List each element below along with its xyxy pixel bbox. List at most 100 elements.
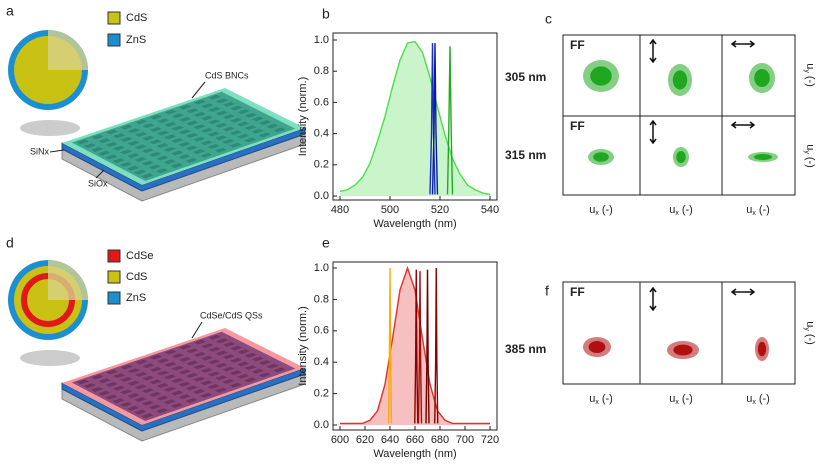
nanostructure xyxy=(223,102,236,107)
nanostructure xyxy=(244,125,257,131)
nanostructure xyxy=(251,356,264,362)
axis-subscript: y xyxy=(803,150,810,154)
nanostructure xyxy=(127,140,140,146)
y-tick-label: 0.4 xyxy=(314,128,329,140)
nanostructure xyxy=(157,118,170,124)
nanostructure xyxy=(178,369,191,375)
axis-unit: (-) xyxy=(759,204,770,216)
nanostructure xyxy=(222,366,235,372)
nanostructure xyxy=(208,347,221,352)
nanostructure xyxy=(193,352,206,357)
nanostructure xyxy=(105,141,118,147)
leader xyxy=(191,321,203,339)
panel-label: f xyxy=(545,283,549,299)
nanostructure xyxy=(142,135,155,141)
axis-label: uy (-) xyxy=(803,321,816,345)
polarization-arrow xyxy=(649,38,657,64)
nanostructure xyxy=(237,121,250,127)
nanostructure xyxy=(207,144,220,149)
axis-subscript: y xyxy=(803,69,810,73)
axis-symbol: u xyxy=(746,204,752,216)
nanostructure xyxy=(207,131,220,137)
spectrum-line xyxy=(425,269,430,424)
nanostructure xyxy=(127,153,140,159)
leader xyxy=(191,81,206,99)
layer-label: SiNx xyxy=(30,146,50,156)
x-tick-label: 720 xyxy=(481,434,499,446)
nanostructure xyxy=(237,109,250,115)
nanostructure xyxy=(200,140,213,146)
axis-subscript: x xyxy=(675,399,679,406)
nanostructure xyxy=(134,169,147,175)
axis-label: ux (-) xyxy=(589,204,613,217)
legend-text: ZnS xyxy=(126,34,146,46)
y-tick-label: 1.0 xyxy=(314,262,329,274)
nanostructure xyxy=(193,99,207,105)
nanostructure xyxy=(200,368,213,373)
nanostructure xyxy=(170,150,184,156)
nanostructure xyxy=(135,359,148,365)
axis-unit: (-) xyxy=(602,393,613,405)
nanostructure xyxy=(171,365,184,371)
far-field-spot xyxy=(673,344,693,356)
legend-text: ZnS xyxy=(126,292,146,304)
axis-unit: (-) xyxy=(682,393,693,405)
nanostructure xyxy=(222,138,235,144)
nanostructure xyxy=(208,359,221,365)
nanostructure xyxy=(251,116,264,122)
nanostructure xyxy=(171,138,184,143)
nanostructure xyxy=(185,373,199,378)
nanostructure xyxy=(171,353,184,359)
nanostructure xyxy=(193,112,206,117)
sphere-cut xyxy=(48,30,88,70)
nanostructure xyxy=(200,128,213,133)
polarization-arrow xyxy=(730,121,756,129)
nanostructure xyxy=(171,125,184,131)
nanostructure xyxy=(135,119,148,125)
nanostructure xyxy=(164,109,177,115)
nanostructure xyxy=(141,148,155,154)
axis-subscript: x xyxy=(595,399,599,406)
axis-symbol: u xyxy=(804,321,816,327)
ff-label: FF xyxy=(570,119,585,133)
nanostructure xyxy=(149,139,162,145)
nanostructure xyxy=(163,386,176,392)
nanostructure xyxy=(244,112,257,118)
nanostructure xyxy=(193,124,206,130)
nanostructure xyxy=(215,338,228,344)
nanostructure xyxy=(127,393,140,399)
nanostructure xyxy=(113,133,126,139)
nanostructure xyxy=(98,150,111,156)
legend-text: CdS xyxy=(126,12,147,24)
y-tick-label: 0.4 xyxy=(314,356,329,368)
nanostructure xyxy=(186,120,199,126)
nanostructure xyxy=(119,402,132,407)
nanostructure xyxy=(178,141,191,147)
nanostructure xyxy=(126,165,140,171)
nanostructure xyxy=(141,173,154,179)
nanostructure xyxy=(258,132,271,138)
nanostructure xyxy=(244,137,257,143)
nanostructure xyxy=(186,360,199,366)
nanostructure xyxy=(229,370,242,376)
nanostructure xyxy=(163,146,176,152)
film-label: CdSe/CdS QSs xyxy=(200,310,263,320)
nanostructure xyxy=(112,385,125,391)
y-tick-label: 0.0 xyxy=(314,419,329,431)
y-tick-label: 0.6 xyxy=(314,325,329,337)
nanostructure xyxy=(259,360,272,365)
panel-label: e xyxy=(322,235,330,251)
nanostructure xyxy=(156,370,170,376)
nanostructure xyxy=(222,378,235,384)
x-tick-label: 620 xyxy=(356,434,374,446)
nanostructure xyxy=(230,345,243,351)
x-tick-label: 700 xyxy=(456,434,474,446)
nanostructure xyxy=(127,128,140,134)
nanostructure xyxy=(273,127,286,133)
axis-subscript: x xyxy=(595,210,599,217)
nanostructure xyxy=(215,135,228,141)
polarization-arrow xyxy=(730,288,756,296)
nanostructure xyxy=(156,155,169,161)
nanostructure xyxy=(119,162,132,167)
y-tick-label: 0.2 xyxy=(314,159,329,171)
